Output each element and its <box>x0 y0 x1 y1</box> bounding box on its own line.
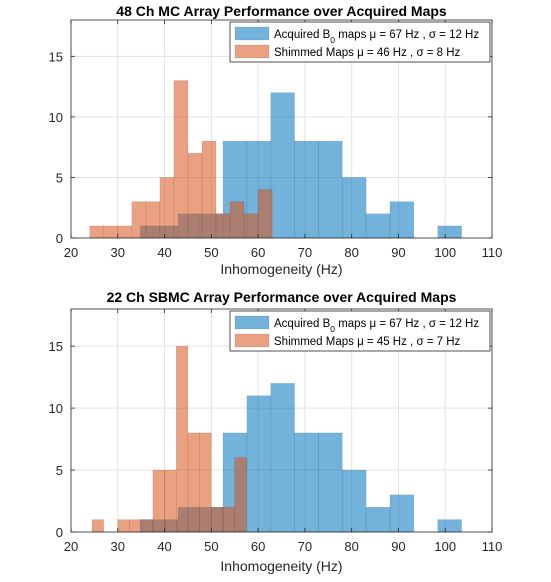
histogram-bar-shimmed <box>222 506 236 533</box>
x-tick-label: 60 <box>251 245 265 260</box>
histogram-bar-shimmed <box>211 506 224 533</box>
y-tick-label: 0 <box>56 231 63 246</box>
x-tick-label: 110 <box>482 245 503 260</box>
x-axis-label: Inhomogeneity (Hz) <box>220 558 342 574</box>
x-tick-label: 50 <box>204 539 218 554</box>
legend-entry: Acquired B0 maps μ = 67 Hz , σ = 12 Hz <box>274 318 479 334</box>
chart-panel-1: 20 30 40 50 60 70 80 90 100 110 0 5 10 15 48 Ch MC Arr… <box>49 3 503 277</box>
chart-panel-2: 20 30 40 50 60 70 80 90 100 110 0 5 10 15 22 Ch SBMC A… <box>49 289 503 574</box>
histogram-bar-acquired <box>365 506 391 533</box>
y-tick-label: 10 <box>49 401 63 416</box>
legend-swatch <box>234 315 270 330</box>
histogram-bar-acquired <box>389 201 415 239</box>
y-tick-label: 15 <box>49 49 63 64</box>
x-tick-label: 40 <box>157 539 171 554</box>
histogram-bar-acquired <box>294 432 319 533</box>
legend-entry: Acquired B0 maps μ = 67 Hz , σ = 12 Hz <box>274 29 479 45</box>
x-tick-label: 50 <box>204 245 218 260</box>
histogram-bar-acquired <box>318 140 343 239</box>
x-tick-label: 90 <box>391 245 405 260</box>
legend-swatch <box>234 44 270 59</box>
histogram-bar-shimmed <box>129 519 142 533</box>
histogram-bar-shimmed <box>131 201 147 239</box>
histogram-bar-shimmed <box>243 213 259 239</box>
histogram-bar-shimmed <box>199 432 212 533</box>
histogram-bar-shimmed <box>234 457 247 533</box>
histogram-bar-shimmed <box>173 80 189 239</box>
histogram-bar-shimmed <box>140 519 154 533</box>
histogram-bar-shimmed <box>103 225 119 239</box>
y-tick-label: 10 <box>49 110 63 125</box>
histogram-bar-acquired <box>318 432 343 533</box>
legend: Acquired B0 maps μ = 67 Hz , σ = 12 Hz Sh… <box>229 21 491 63</box>
legend-entry: Shimmed Maps μ = 45 Hz , σ = 7 Hz <box>274 336 461 348</box>
histogram-bar-shimmed <box>257 189 273 239</box>
chart-title: 22 Ch SBMC Array Performance over Acquir… <box>107 289 457 305</box>
axes-box <box>70 308 493 533</box>
histogram-bar-acquired <box>270 92 295 239</box>
histogram-bar-shimmed <box>187 432 200 533</box>
x-tick-label: 20 <box>64 539 78 554</box>
histogram-bar-shimmed <box>117 519 130 533</box>
histogram-bar-acquired <box>389 494 415 533</box>
x-tick-label: 70 <box>298 539 312 554</box>
x-tick-label: 100 <box>434 245 456 260</box>
x-axis-label: Inhomogeneity (Hz) <box>220 261 342 277</box>
histogram-bar-acquired <box>342 177 367 239</box>
x-tick-label: 20 <box>64 245 78 260</box>
legend-box <box>229 21 491 63</box>
x-tick-label: 60 <box>251 539 265 554</box>
legend-box <box>229 310 491 352</box>
x-tick-label: 100 <box>434 539 456 554</box>
histogram-bar-acquired <box>437 225 462 239</box>
histogram-bar-shimmed <box>91 519 105 533</box>
x-tick-label: 30 <box>111 539 125 554</box>
x-tick-label: 80 <box>344 245 358 260</box>
x-tick-label: 40 <box>157 245 171 260</box>
legend-swatch <box>234 333 270 348</box>
histogram-bar-shimmed <box>201 140 217 239</box>
x-tick-label: 110 <box>482 539 503 554</box>
x-tick-label: 30 <box>111 245 125 260</box>
histogram-bar-acquired <box>365 213 391 239</box>
x-tick-label: 80 <box>344 539 358 554</box>
legend-entry: Shimmed Maps μ = 46 Hz , σ = 8 Hz <box>274 47 461 59</box>
histogram-bar-acquired <box>342 469 367 533</box>
histogram-bar-shimmed <box>152 469 165 533</box>
histogram-bar-shimmed <box>175 345 189 533</box>
histogram-bar-shimmed <box>187 152 203 239</box>
legend-swatch <box>234 26 270 41</box>
axes-box <box>70 19 493 239</box>
legend: Acquired B0 maps μ = 67 Hz , σ = 12 Hz Sh… <box>229 310 491 352</box>
x-tick-label: 90 <box>391 539 405 554</box>
y-tick-label: 5 <box>56 463 63 478</box>
y-tick-label: 15 <box>49 339 63 354</box>
histogram-bar-shimmed <box>215 213 231 239</box>
x-tick-label: 70 <box>298 245 312 260</box>
histogram-bar-shimmed <box>229 201 245 239</box>
y-tick-label: 0 <box>56 525 63 540</box>
histogram-bar-shimmed <box>89 225 105 239</box>
histogram-bar-acquired <box>270 383 295 533</box>
chart-title: 48 Ch MC Array Performance over Acquired… <box>116 3 447 19</box>
histogram-bar-shimmed <box>164 469 177 533</box>
histogram-bar-shimmed <box>145 201 161 239</box>
histogram-bar-shimmed <box>117 225 133 239</box>
histogram-bar-shimmed <box>159 177 175 239</box>
histogram-bar-acquired <box>437 519 462 533</box>
histogram-bar-acquired <box>246 395 272 533</box>
y-tick-label: 5 <box>56 170 63 185</box>
histogram-bar-acquired <box>294 140 319 239</box>
